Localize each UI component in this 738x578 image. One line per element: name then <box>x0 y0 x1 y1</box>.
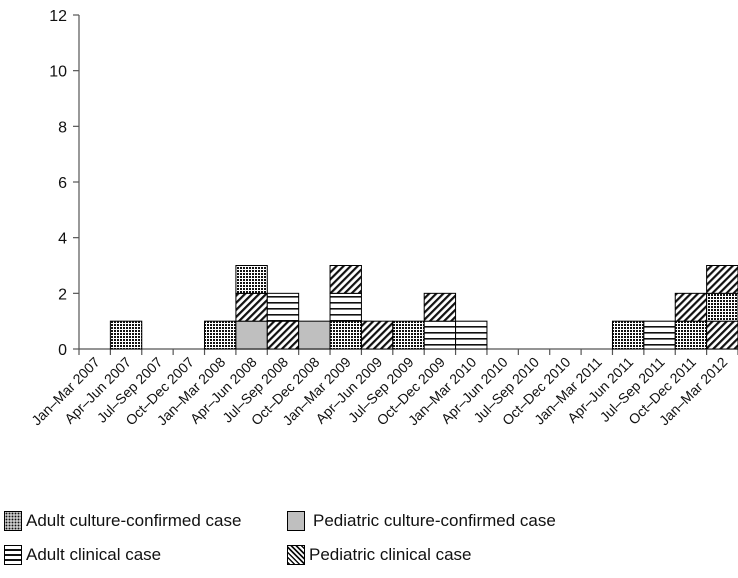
legend-label: Adult culture-confirmed case <box>26 511 242 530</box>
legend: Adult culture-confirmed case Pediatric c… <box>0 505 738 575</box>
legend-label: Adult clinical case <box>26 545 162 564</box>
legend-swatch-diag <box>287 545 305 565</box>
bar-segment-diag <box>706 320 738 350</box>
legend-item-adult-culture-confirmed: Adult culture-confirmed case <box>4 511 241 531</box>
legend-item-pediatric-clinical: Pediatric clinical case <box>287 545 472 565</box>
bar-segment-gray <box>235 320 268 350</box>
y-tick-label: 8 <box>58 119 67 136</box>
bar-segment-dots <box>706 292 738 322</box>
axes <box>73 14 738 355</box>
legend-swatch-dots <box>4 511 22 531</box>
bar-segment-gray <box>298 320 331 350</box>
bar-segment-diag <box>423 292 457 322</box>
bar-segment-dots <box>392 320 425 350</box>
legend-swatch-hlines <box>4 545 22 565</box>
bars <box>109 265 738 350</box>
y-tick-label: 2 <box>58 286 67 303</box>
bar-segment-diag <box>674 292 708 322</box>
bar-segment-hlines <box>266 292 300 322</box>
y-tick-label: 12 <box>49 8 67 25</box>
bar-segment-diag <box>360 320 394 350</box>
bar-segment-dots <box>204 320 237 350</box>
y-tick-label: 6 <box>58 175 67 192</box>
legend-item-adult-clinical: Adult clinical case <box>4 545 161 565</box>
legend-item-pediatric-culture-confirmed: Pediatric culture-confirmed case <box>287 511 556 531</box>
bar-segment-hlines <box>329 292 362 322</box>
bar-segment-diag <box>329 265 362 294</box>
y-tick-label: 10 <box>49 64 67 81</box>
legend-swatch-gray <box>287 511 305 531</box>
y-tick-labels: 0 2 4 6 8 10 12 <box>49 8 67 359</box>
y-tick-label: 4 <box>58 231 67 248</box>
legend-label: Pediatric culture-confirmed case <box>313 511 556 530</box>
bar-segment-hlines <box>423 320 457 350</box>
legend-label: Pediatric clinical case <box>309 545 472 564</box>
bar-segment-diag <box>266 320 300 350</box>
y-tick-label: 0 <box>58 342 67 359</box>
bar-segment-hlines <box>643 320 676 350</box>
bar-segment-dots <box>674 320 708 350</box>
bar-segment-dots <box>235 265 268 294</box>
bar-segment-dots <box>329 320 362 350</box>
bar-segment-hlines <box>455 320 488 350</box>
bar-segment-diag <box>706 265 738 294</box>
bar-segment-dots <box>611 320 645 350</box>
bar-segment-diag <box>235 292 268 322</box>
bar-segment-dots <box>109 320 143 350</box>
